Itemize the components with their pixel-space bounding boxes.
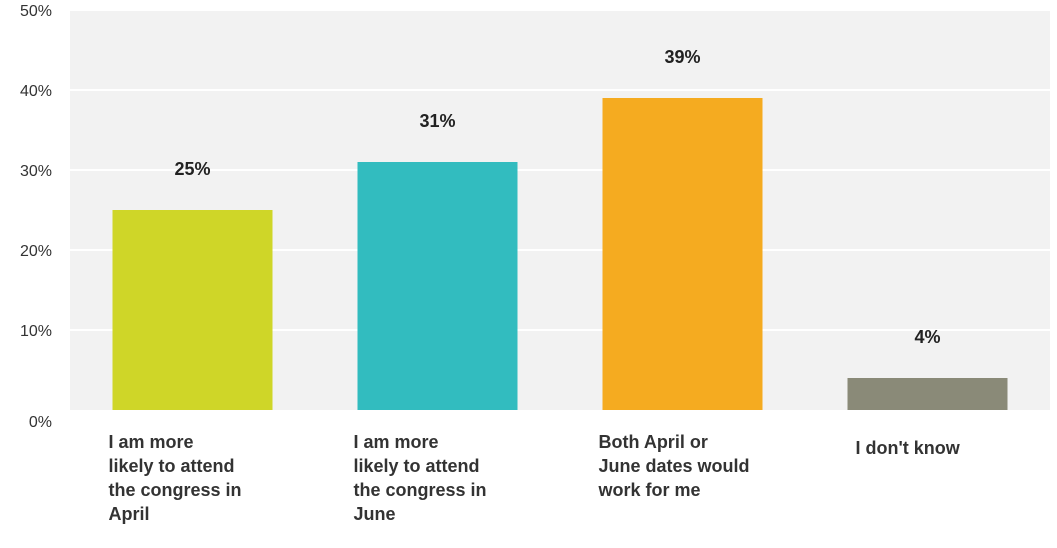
data-label: 31% bbox=[419, 111, 455, 131]
data-labels: 25% 31% 39% 4% bbox=[174, 47, 940, 347]
bar bbox=[602, 98, 763, 410]
y-tick-label: 40% bbox=[20, 83, 52, 100]
data-label: 39% bbox=[664, 47, 700, 67]
bars bbox=[112, 98, 1008, 410]
y-tick-label: 0% bbox=[29, 414, 52, 431]
y-tick-label: 30% bbox=[20, 163, 52, 180]
x-category-label: Both April or June dates would work for … bbox=[598, 432, 750, 500]
y-tick-label: 50% bbox=[20, 3, 52, 20]
x-category-label: I don't know bbox=[855, 438, 960, 458]
data-label: 4% bbox=[914, 327, 940, 347]
y-tick-label: 10% bbox=[20, 323, 52, 340]
bar bbox=[112, 210, 273, 410]
x-category-label: I am more likely to attend the congress … bbox=[108, 432, 242, 524]
bar bbox=[847, 378, 1008, 410]
y-axis-ticks: 0% 10% 20% 30% 40% 50% bbox=[20, 3, 52, 431]
bar bbox=[357, 162, 518, 410]
y-tick-label: 20% bbox=[20, 243, 52, 260]
data-label: 25% bbox=[174, 159, 210, 179]
x-category-label: I am more likely to attend the congress … bbox=[353, 432, 487, 524]
